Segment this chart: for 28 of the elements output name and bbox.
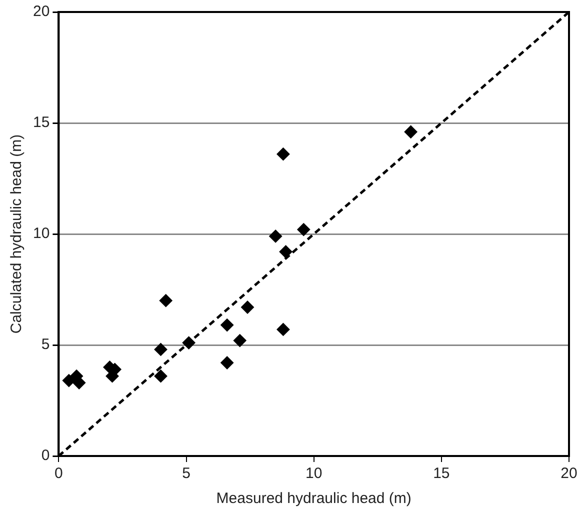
- x-tick-label: 5: [182, 465, 190, 482]
- y-tick-label: 5: [41, 336, 50, 354]
- y-axis-title: Calculated hydraulic head (m): [8, 134, 26, 334]
- x-tick-label: 20: [560, 465, 578, 482]
- point: [404, 125, 418, 138]
- x-tick-label: 15: [433, 465, 450, 482]
- y-tick-label: 20: [32, 3, 50, 20]
- x-tick-label: 10: [306, 465, 322, 482]
- point: [154, 370, 168, 383]
- point: [159, 294, 172, 308]
- point: [220, 356, 234, 370]
- point: [182, 336, 196, 350]
- point: [276, 148, 290, 161]
- y-tick-label: 15: [32, 114, 50, 132]
- point: [276, 322, 290, 336]
- point: [279, 245, 292, 258]
- point: [220, 318, 234, 332]
- point: [62, 374, 76, 388]
- point: [297, 223, 310, 236]
- y-tick-label: 0: [41, 447, 50, 464]
- point: [269, 230, 282, 243]
- x-axis-title: Measured hydraulic head (m): [216, 490, 412, 508]
- point: [233, 334, 246, 348]
- x-tick-label: 0: [54, 465, 63, 482]
- point: [154, 342, 168, 356]
- point: [72, 376, 86, 390]
- point: [241, 300, 254, 314]
- y-tick-label: 10: [32, 225, 50, 242]
